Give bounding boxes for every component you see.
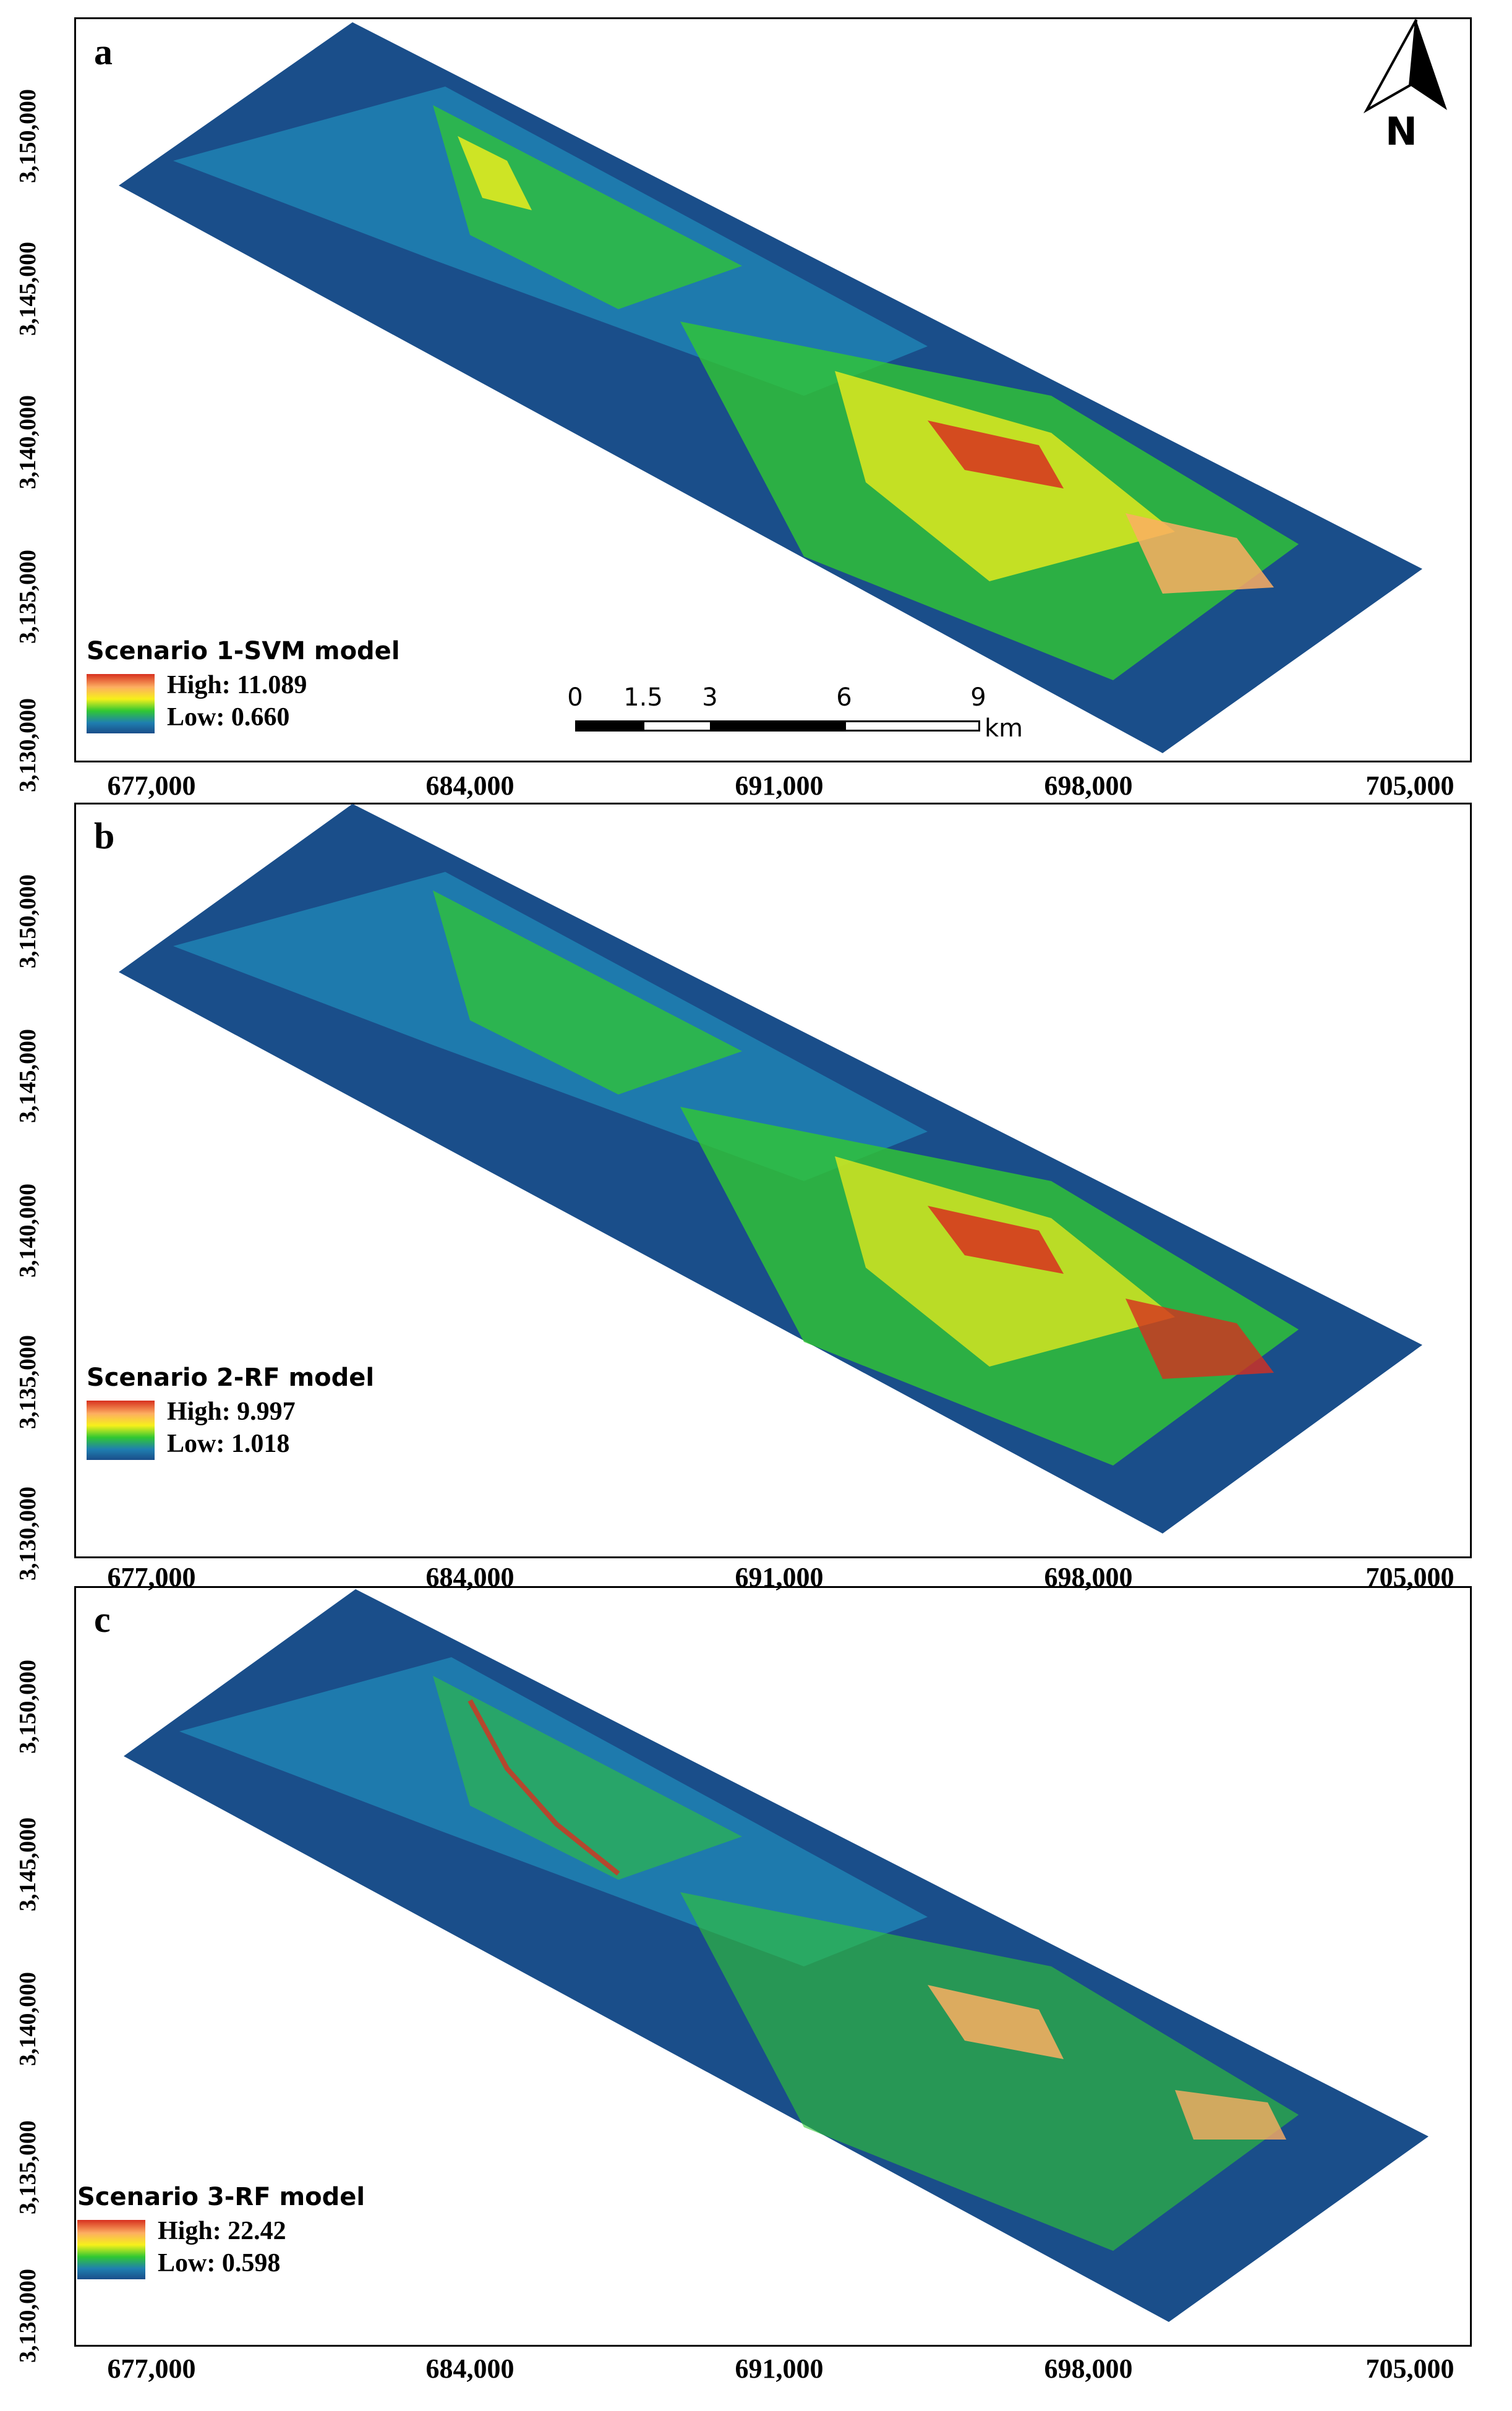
panel-a-legend-title: Scenario 1-SVM model <box>87 637 400 665</box>
scale-bar: 0 1.5 3 6 9 km <box>567 683 1045 745</box>
panel-b-legend-high: High: 9.997 <box>167 1398 296 1426</box>
panel-a-x-axis: 677,000 684,000 691,000 698,000 705,000 <box>0 770 1512 807</box>
north-arrow-icon <box>1363 19 1447 114</box>
panel-c-y-tick-4: 3,135,000 <box>15 2120 41 2214</box>
panel-b-legend-ramp <box>87 1401 155 1460</box>
panel-a-legend-high: High: 11.089 <box>167 671 307 699</box>
panel-b-legend-title: Scenario 2-RF model <box>87 1363 375 1392</box>
panel-c-letter: c <box>94 1599 111 1640</box>
panel-b-letter: b <box>94 816 115 856</box>
scale-bar-unit: km <box>985 714 1023 743</box>
panel-c-x-tick-3: 691,000 <box>735 2353 824 2384</box>
panel-a-x-tick-4: 698,000 <box>1044 770 1133 801</box>
panel-c-legend-ramp <box>77 2220 145 2279</box>
panel-c-frame <box>74 1586 1472 2347</box>
panel-c-legend-low: Low: 0.598 <box>158 2249 281 2277</box>
panel-a-legend-ramp <box>87 674 155 733</box>
panel-b-legend-low: Low: 1.018 <box>167 1430 290 1458</box>
panel-a-x-tick-1: 677,000 <box>107 770 196 801</box>
panel-a-raster-patches <box>173 87 1299 680</box>
panel-a-x-tick-3: 691,000 <box>735 770 824 801</box>
panel-b-raster-patches <box>173 872 1299 1466</box>
panel-b-legend: Scenario 2-RF model High: 9.997 Low: 1.0… <box>87 1363 374 1465</box>
scale-bar-label-0: 0 <box>567 683 583 712</box>
panel-a-legend-low: Low: 0.660 <box>167 703 290 732</box>
north-arrow: N <box>1354 17 1453 154</box>
panel-b-frame <box>74 803 1472 1558</box>
panel-c-x-axis: 677,000 684,000 691,000 698,000 705,000 <box>0 2353 1512 2390</box>
panel-a-frame <box>74 17 1472 762</box>
panel-c-y-tick-2: 3,145,000 <box>15 1817 41 1911</box>
scale-bar-label-1: 1.5 <box>623 683 663 712</box>
panel-a-x-tick-2: 684,000 <box>425 770 515 801</box>
panel-c-x-tick-4: 698,000 <box>1044 2353 1133 2384</box>
panel-c-x-tick-1: 677,000 <box>107 2353 196 2384</box>
panel-c-y-tick-5: 3,130,000 <box>15 2269 41 2363</box>
panel-c-y-tick-1: 3,150,000 <box>15 1660 41 1754</box>
panel-c-x-tick-5: 705,000 <box>1365 2353 1454 2384</box>
scale-bar-label-3: 6 <box>836 683 852 712</box>
panel-c-x-tick-2: 684,000 <box>425 2353 515 2384</box>
panel-a-x-tick-5: 705,000 <box>1365 770 1454 801</box>
scale-bar-seg-4 <box>844 720 980 732</box>
panel-c-legend: Scenario 3-RF model High: 22.42 Low: 0.5… <box>77 2183 365 2284</box>
panel-a-legend: Scenario 1-SVM model High: 11.089 Low: 0… <box>87 637 400 738</box>
panel-c-raster-patches <box>179 1657 1299 2251</box>
scale-bar-label-2: 3 <box>702 683 718 712</box>
north-arrow-letter: N <box>1385 109 1417 154</box>
panel-c-legend-high: High: 22.42 <box>158 2217 286 2245</box>
scale-bar-label-4: 9 <box>970 683 986 712</box>
panel-c-y-tick-3: 3,140,000 <box>15 1972 41 2066</box>
panel-a-letter: a <box>94 32 113 72</box>
panel-c-legend-title: Scenario 3-RF model <box>77 2183 365 2211</box>
